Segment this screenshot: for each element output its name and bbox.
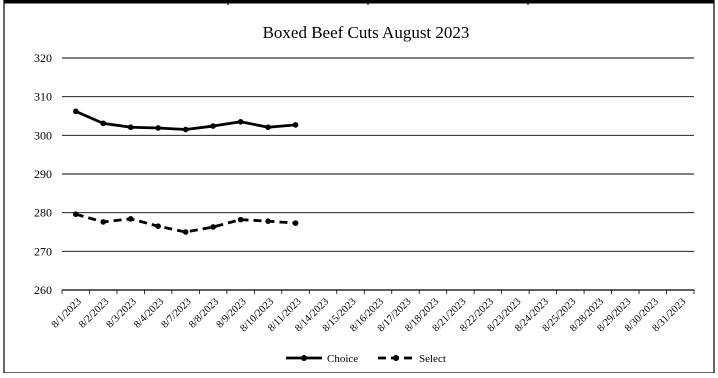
y-tick-label: 280 [34, 206, 52, 220]
grid [62, 57, 694, 291]
legend-label-select: Select [419, 353, 446, 365]
data-point-choice [210, 123, 216, 129]
data-point-select [182, 229, 189, 235]
data-point-choice [72, 108, 79, 115]
series-group [72, 108, 299, 235]
y-tick-label: 260 [34, 283, 52, 297]
x-axis-ticks: 8/1/20238/2/20238/3/20238/4/20238/7/2023… [50, 290, 695, 334]
y-tick-label: 320 [34, 51, 52, 65]
y-tick-label: 300 [34, 128, 52, 142]
data-point-select [265, 218, 271, 224]
data-point-select [237, 216, 244, 223]
data-point-select [127, 216, 134, 222]
data-point-choice [182, 126, 189, 133]
data-point-select [155, 223, 161, 229]
data-point-choice [127, 124, 134, 131]
y-tick-label: 290 [34, 167, 52, 181]
y-tick-label: 270 [34, 244, 52, 258]
data-point-choice [292, 122, 299, 128]
series-line-select [75, 212, 296, 234]
data-point-choice [265, 124, 271, 131]
data-point-choice [155, 125, 161, 131]
chart-title: Boxed Beef Cuts August 2023 [263, 23, 470, 42]
data-point-select [292, 220, 299, 226]
data-point-choice [237, 119, 244, 125]
data-point-select [100, 219, 107, 225]
legend-marker-choice [301, 355, 307, 361]
y-tick-label: 310 [34, 90, 52, 104]
legend-marker-select [393, 355, 399, 361]
data-point-select [210, 224, 216, 230]
data-point-select [72, 211, 79, 218]
legend: Choice Select [286, 353, 446, 365]
y-axis-ticks: 260 270 280 290 300 310 320 [34, 51, 52, 297]
legend-label-choice: Choice [327, 353, 358, 365]
data-point-choice [100, 120, 107, 127]
